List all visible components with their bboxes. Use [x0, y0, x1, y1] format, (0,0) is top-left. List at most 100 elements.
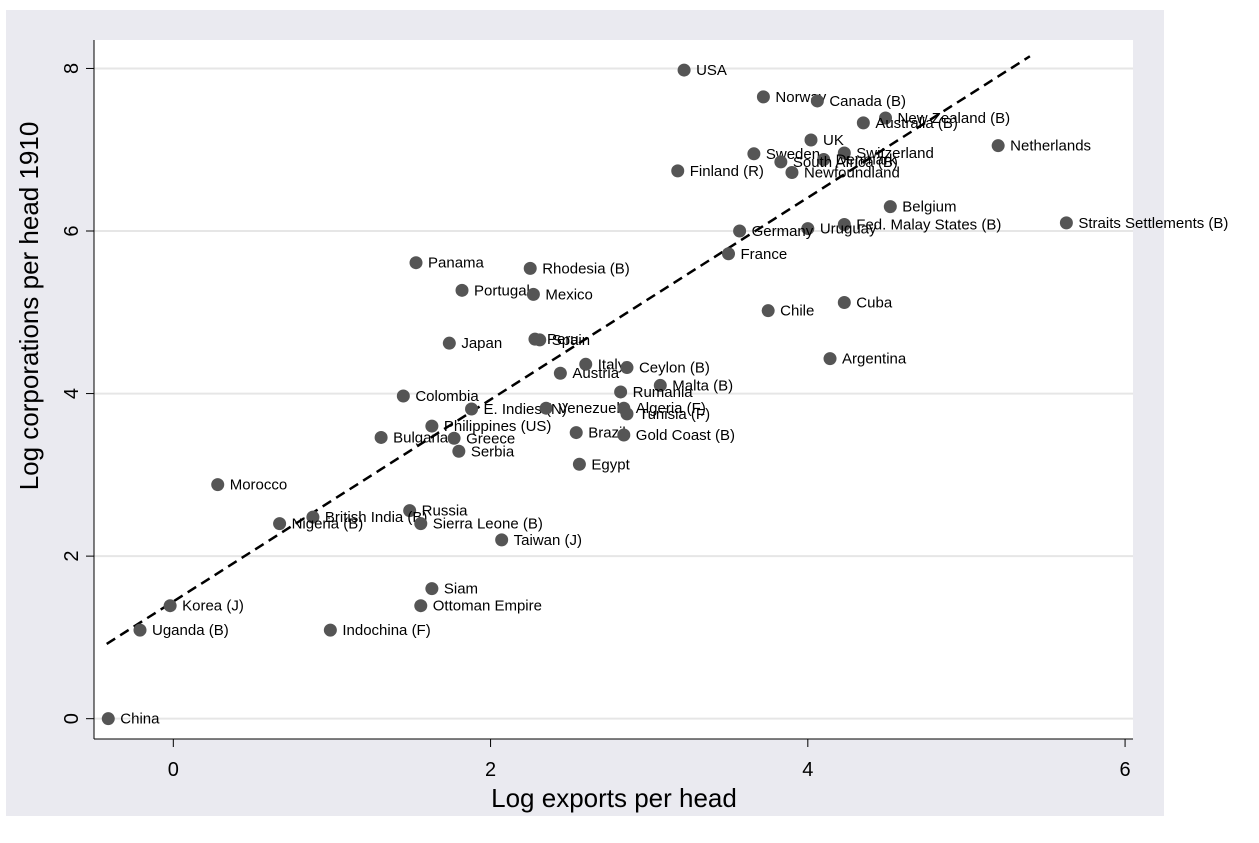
data-point	[620, 361, 634, 375]
data-point	[403, 504, 417, 518]
data-point	[883, 200, 897, 214]
data-point	[323, 623, 337, 637]
point-label: Malta (B)	[672, 377, 733, 394]
point-label: Spain	[552, 332, 590, 349]
data-point	[211, 478, 225, 492]
data-point	[879, 111, 893, 125]
point-label: USA	[696, 62, 727, 79]
point-label: Mexico	[545, 286, 593, 303]
data-point	[533, 333, 547, 347]
data-point	[810, 94, 824, 108]
y-axis-title: Log corporations per head 1910	[14, 122, 44, 491]
point-label: Taiwan (J)	[514, 532, 582, 549]
point-label: Indochina (F)	[342, 622, 430, 639]
data-point	[1059, 216, 1073, 230]
data-point	[785, 165, 799, 179]
data-point	[425, 419, 439, 433]
point-label: Ceylon (B)	[639, 360, 710, 377]
fit-line-group	[106, 55, 1031, 645]
data-point	[465, 402, 479, 416]
point-label: Australia (B)	[875, 115, 958, 132]
point-label: Portugal	[474, 282, 530, 299]
x-tick-label-3: 6	[1120, 759, 1131, 781]
point-label: Nigeria (B)	[292, 516, 364, 533]
x-tick-label-2: 4	[802, 759, 813, 781]
data-point	[837, 218, 851, 232]
data-point	[823, 352, 837, 366]
data-point	[817, 152, 831, 166]
point-label: Algeria (F)	[636, 400, 706, 417]
point-label: Siam	[444, 581, 478, 598]
axes: 0 2 4 6 8 0 2 4 6	[61, 40, 1133, 781]
x-axis-title: Log exports per head	[491, 783, 737, 813]
point-label: Gold Coast (B)	[636, 427, 735, 444]
data-point	[425, 582, 439, 596]
point-label: Denmark	[836, 151, 897, 168]
data-point	[617, 428, 631, 442]
data-point	[801, 222, 815, 236]
data-point	[374, 430, 388, 444]
point-label: Colombia	[415, 388, 479, 405]
data-point	[756, 90, 770, 104]
data-point	[553, 366, 567, 380]
point-label: Sierra Leone (B)	[433, 516, 543, 533]
point-label: UK	[823, 132, 844, 149]
point-label: Peru	[547, 331, 579, 348]
point-label: Rumania	[633, 384, 694, 401]
point-label: British India (B)	[325, 509, 428, 526]
data-point	[774, 155, 788, 169]
point-label: Brazil	[588, 425, 626, 442]
point-label: Korea (J)	[182, 598, 244, 615]
data-point	[620, 407, 634, 421]
data-point	[747, 147, 761, 161]
point-label: Morocco	[230, 477, 288, 494]
fit-line	[106, 55, 1031, 645]
point-label: Venezuela	[558, 400, 629, 417]
point-label: Serbia	[471, 443, 515, 460]
point-label: Switzerland	[856, 145, 934, 162]
data-point	[452, 444, 466, 458]
data-point	[837, 296, 851, 310]
data-point	[539, 401, 553, 415]
data-point	[414, 599, 428, 613]
data-point	[523, 261, 537, 275]
point-label: Uganda (B)	[152, 622, 229, 639]
data-point	[569, 426, 583, 440]
x-tick-label-1: 2	[485, 759, 496, 781]
point-label: Rhodesia (B)	[542, 260, 630, 277]
data-point	[856, 116, 870, 130]
point-label: Egypt	[591, 456, 630, 473]
data-point	[837, 146, 851, 160]
data-point	[804, 133, 818, 147]
data-point	[526, 287, 540, 301]
data-point	[495, 533, 509, 547]
point-label: Philippines (US)	[444, 418, 552, 435]
point-label: Germany	[752, 223, 814, 240]
point-label: Russia	[422, 503, 469, 520]
data-point	[414, 517, 428, 531]
data-point	[761, 304, 775, 318]
data-point	[273, 517, 287, 531]
data-point	[614, 385, 628, 399]
y-tick-label-0: 0	[61, 713, 83, 724]
point-label: Finland (R)	[690, 163, 764, 180]
plot-area	[94, 40, 1133, 739]
point-label: Newfoundland	[804, 164, 900, 181]
data-point	[653, 378, 667, 392]
point-label: Belgium	[902, 199, 956, 216]
point-label: New Zealand (B)	[898, 110, 1011, 127]
point-label: Greece	[466, 430, 515, 447]
point-label: Straits Settlements (B)	[1078, 215, 1228, 232]
data-point	[133, 623, 147, 637]
y-tick-label-1: 2	[61, 551, 83, 562]
data-point	[677, 63, 691, 77]
data-point	[163, 599, 177, 613]
point-label: E. Indies (N)	[484, 401, 567, 418]
x-tick-label-0: 0	[168, 759, 179, 781]
point-label: France	[741, 246, 788, 263]
gridlines	[94, 67, 1133, 720]
y-tick-label-4: 8	[61, 63, 83, 74]
data-point	[447, 431, 461, 445]
